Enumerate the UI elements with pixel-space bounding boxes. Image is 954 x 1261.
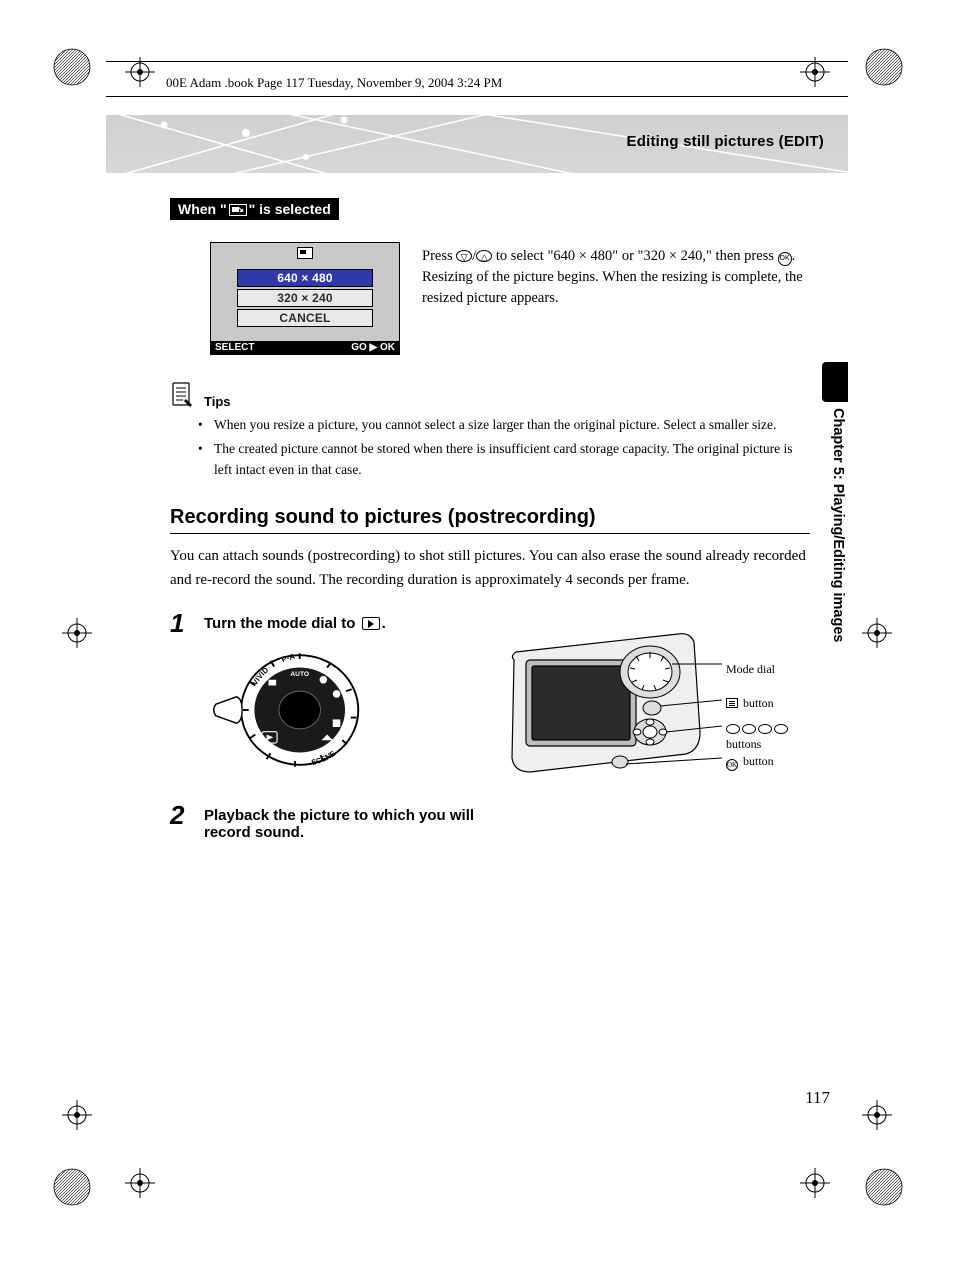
up-down-icon: ▽ — [456, 250, 472, 262]
banner-heading: Editing still pictures (EDIT) — [627, 133, 824, 150]
ok-icon: OK — [726, 759, 738, 771]
page-number: 117 — [805, 1088, 830, 1108]
register-mark — [800, 57, 830, 87]
register-mark — [62, 1100, 92, 1130]
callout-text: buttons — [726, 737, 761, 751]
callout-ok-button: OK button — [726, 754, 774, 771]
tips-icon — [170, 381, 194, 409]
register-mark — [862, 1100, 892, 1130]
lcd-screenshot: 640 × 480 320 × 240 CANCEL SELECT GO ▶ O… — [210, 242, 400, 355]
tips-label: Tips — [204, 394, 231, 409]
chip-text-post: " is selected — [249, 201, 331, 217]
subsection-chip: When " " is selected — [170, 198, 339, 220]
register-mark — [125, 57, 155, 87]
nav-icon — [742, 724, 756, 734]
crop-mark-bl — [50, 1165, 94, 1209]
tip-item: The created picture cannot be stored whe… — [198, 439, 810, 480]
register-mark — [800, 1168, 830, 1198]
crop-mark-tl — [50, 45, 94, 89]
crop-mark-tr — [862, 45, 906, 89]
caption-text: Press — [422, 248, 456, 264]
lcd-option: CANCEL — [237, 309, 373, 327]
playback-icon — [362, 617, 380, 630]
register-mark — [62, 618, 92, 648]
crop-mark-br — [862, 1165, 906, 1209]
callout-text: button — [740, 696, 774, 710]
chip-text-pre: When " — [178, 201, 227, 217]
callout-text: button — [740, 754, 774, 768]
instruction-text: Press ▽/△ to select "640 × 480" or "320 … — [422, 242, 810, 355]
chapter-tab — [822, 362, 848, 402]
register-mark — [125, 1168, 155, 1198]
ok-icon: OK — [778, 252, 792, 266]
step-text-part: . — [382, 615, 386, 632]
nav-icon — [726, 724, 740, 734]
lcd-option: 320 × 240 — [237, 289, 373, 307]
section-banner: Editing still pictures (EDIT) — [106, 115, 848, 173]
section-paragraph: You can attach sounds (postrecording) to… — [170, 544, 810, 592]
nav-icon — [774, 724, 788, 734]
up-down-icon: △ — [476, 250, 492, 262]
callout-nav-buttons: buttons — [726, 722, 810, 752]
chapter-side-label: Chapter 5: Playing/Editing images — [826, 408, 846, 642]
section-heading: Recording sound to pictures (postrecordi… — [170, 506, 810, 534]
svg-text:AUTO: AUTO — [290, 671, 309, 678]
caption-text: to select "640 × 480" or "320 × 240," th… — [492, 248, 777, 264]
step-text-part: Turn the mode dial to — [204, 615, 360, 632]
step-text: Turn the mode dial to . — [204, 610, 504, 636]
lcd-option: 640 × 480 — [237, 269, 373, 287]
book-metadata-line: 00E Adam .book Page 117 Tuesday, Novembe… — [166, 75, 502, 91]
lcd-footer-right: GO ▶ OK — [351, 342, 395, 353]
nav-icon — [758, 724, 772, 734]
callout-menu-button: button — [726, 696, 774, 711]
camera-illustration — [500, 612, 810, 812]
menu-icon — [726, 698, 738, 708]
step-number: 1 — [170, 610, 190, 636]
mode-dial-illustration: AUTO VIVID P-AUTO — [210, 642, 380, 774]
lcd-footer-left: SELECT — [215, 342, 254, 353]
register-mark — [862, 618, 892, 648]
svg-text:P-AUTO: P-AUTO — [210, 642, 296, 664]
callout-mode-dial: Mode dial — [726, 662, 775, 677]
tip-item: When you resize a picture, you cannot se… — [198, 415, 810, 435]
resize-icon — [229, 204, 247, 216]
resize-icon — [297, 247, 313, 259]
